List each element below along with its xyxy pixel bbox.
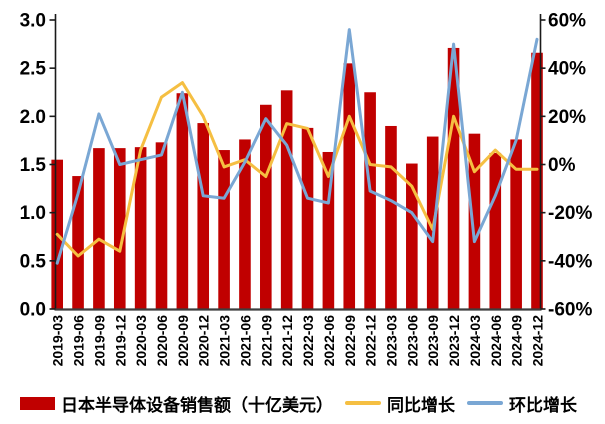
sales-bar-2024-09: [510, 139, 522, 310]
x-tick-label: 2020-09: [175, 315, 191, 367]
legend-yoy-label: 同比增长: [387, 395, 455, 415]
sales-bar-2021-06: [239, 139, 251, 310]
x-tick-label: 2022-06: [321, 315, 337, 367]
x-tick-label: 2020-12: [196, 315, 212, 367]
left-tick-label: 1.0: [20, 203, 46, 224]
x-tick-label: 2024-09: [509, 315, 525, 367]
legend-qoq-line-swatch: [467, 401, 503, 405]
right-tick-label: -60%: [548, 300, 592, 321]
left-tick-label: 0.5: [20, 251, 47, 272]
sales-bar-2021-12: [280, 90, 293, 310]
sales-bar-2023-06: [406, 163, 418, 310]
sales-bar-2020-09: [176, 93, 189, 310]
sales-bar-2021-03: [218, 150, 230, 310]
x-tick-label: 2021-09: [258, 315, 274, 367]
sales-bar-2019-09: [93, 148, 105, 310]
left-tick-label: 0.0: [20, 300, 46, 321]
chart-legend: 日本半导体设备销售额（十亿美元） 同比增长 环比增长: [20, 390, 595, 416]
sales-bar-2019-06: [72, 176, 84, 310]
left-tick-label: 1.5: [20, 155, 47, 176]
right-tick-label: -40%: [548, 251, 592, 272]
sales-bar-2022-03: [301, 127, 314, 310]
sales-bar-2024-12: [531, 52, 543, 310]
sales-bar-2024-06: [489, 152, 502, 310]
left-tick-label: 2.0: [20, 107, 46, 128]
x-tick-label: 2021-03: [217, 315, 233, 367]
sales-bar-2022-09: [343, 63, 356, 310]
x-tick-label: 2021-12: [279, 315, 295, 367]
x-tick-label: 2019-06: [71, 315, 87, 367]
x-tick-label: 2019-12: [112, 315, 128, 367]
x-tick-label: 2020-06: [154, 315, 170, 367]
legend-yoy-line-swatch: [345, 401, 381, 405]
sales-bar-2020-06: [155, 142, 168, 310]
x-tick-label: 2020-03: [133, 315, 149, 367]
sales-bar-2021-09: [260, 104, 272, 310]
x-tick-label: 2019-03: [50, 315, 66, 367]
sales-bar-2023-12: [447, 47, 460, 310]
left-tick-label: 3.0: [20, 11, 46, 32]
legend-qoq-label: 环比增长: [509, 395, 577, 415]
right-tick-label: 20%: [548, 107, 586, 128]
sales-bar-2023-03: [385, 125, 397, 310]
legend-sales-label: 日本半导体设备销售额（十亿美元）: [61, 395, 333, 415]
qoq-growth-line: [55, 28, 539, 265]
x-tick-label: 2022-12: [363, 315, 379, 367]
x-tick-label: 2022-03: [300, 315, 316, 367]
right-tick-label: 40%: [548, 59, 586, 80]
left-tick-label: 2.5: [20, 59, 47, 80]
yoy-growth-line: [55, 81, 539, 258]
right-tick-label: -20%: [548, 203, 592, 224]
sales-bar-2020-03: [134, 147, 147, 310]
x-tick-label: 2023-03: [383, 315, 399, 367]
sales-bar-2019-12: [113, 148, 126, 310]
sales-bar-2022-12: [364, 92, 376, 310]
legend-sales-swatch: [20, 396, 55, 410]
x-tick-label: 2024-12: [530, 315, 546, 367]
x-tick-label: 2024-06: [488, 315, 504, 367]
x-tick-label: 2022-09: [342, 315, 358, 367]
x-tick-label: 2023-09: [425, 315, 441, 367]
right-tick-label: 60%: [548, 11, 586, 32]
x-tick-label: 2019-09: [91, 315, 107, 367]
right-tick-label: 0%: [548, 155, 576, 176]
sales-bar-2020-12: [197, 123, 210, 310]
x-tick-label: 2021-06: [237, 315, 253, 367]
sales-bar-2024-03: [468, 133, 481, 310]
x-tick-label: 2023-12: [446, 315, 462, 367]
x-tick-label: 2024-03: [467, 315, 483, 367]
sales-bar-2022-06: [322, 151, 335, 310]
x-tick-label: 2023-06: [404, 315, 420, 367]
